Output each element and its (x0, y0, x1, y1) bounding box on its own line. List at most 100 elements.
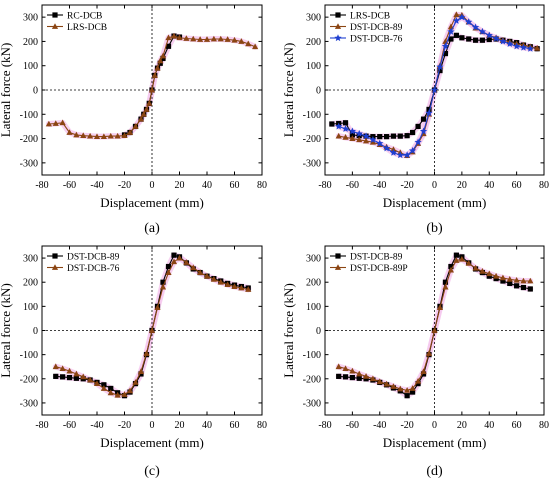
series-2-point (409, 385, 416, 391)
series-2-point (342, 365, 349, 372)
series-3-point (471, 23, 480, 31)
series-1-point (500, 278, 506, 284)
series-3-point (369, 135, 377, 143)
y-axis-title: Lateral force (kN) (0, 283, 13, 378)
x-tick-label: -40 (90, 180, 103, 191)
series-2-point (165, 269, 172, 275)
series-3-point (348, 127, 356, 135)
series-1-point (160, 55, 166, 62)
x-tick-label: 40 (484, 180, 494, 191)
series-2-point (159, 283, 167, 290)
series-3-point (430, 86, 439, 94)
x-axis-title: Displacement (mm) (383, 435, 487, 450)
series-2-point (492, 272, 500, 279)
series-2-point (252, 43, 259, 50)
y-tick-label: -100 (303, 110, 321, 121)
series-3-point (419, 127, 428, 135)
series-2-point (224, 36, 231, 42)
series-2-point (197, 269, 204, 275)
x-tick-label: -80 (318, 180, 331, 191)
series-3-point (506, 40, 514, 47)
series-2-point (165, 34, 172, 41)
series-3-point (478, 27, 487, 35)
series-1-point (442, 50, 449, 57)
legend-marker-2 (51, 23, 59, 29)
x-axis-title: Displacement (mm) (383, 195, 487, 210)
chart-panel-1: -80 -60 -40 -20 0 20 40 60 80-300-200-1000100200… (0, 4, 267, 236)
y-tick-label: -100 (20, 350, 38, 361)
legend-label-2: DST-DCB-76 (67, 264, 120, 274)
series-1-point (342, 374, 349, 380)
y-tick-label: -100 (303, 350, 321, 361)
series-1-point (448, 36, 454, 42)
legend-label-1: LRS-DCB (350, 11, 390, 21)
series-2-point (176, 34, 183, 41)
series-2-point (59, 365, 66, 372)
series-1-point (160, 279, 166, 285)
y-axis-title: Lateral force (kN) (0, 43, 13, 138)
series-1-point (420, 116, 427, 122)
x-tick-label: 20 (175, 420, 185, 431)
x-tick-label: -60 (63, 180, 76, 191)
x-tick-label: -20 (118, 420, 131, 431)
series-3-point (492, 34, 500, 42)
y-tick-label: -300 (303, 398, 321, 409)
series-2-point (369, 375, 377, 382)
series-1-point (404, 133, 410, 139)
y-tick-label: -200 (303, 374, 321, 385)
series-2-point (203, 36, 211, 42)
panel-label: (b) (426, 221, 443, 236)
series-2-point (143, 350, 150, 356)
series-1-point (404, 393, 410, 399)
series-2-point (390, 383, 397, 389)
x-tick-label: 40 (484, 420, 494, 431)
chart-panel-4: -80 -60 -40 -20 0 20 40 60 80-300-200-1000100200… (281, 245, 549, 479)
series-2-point (107, 389, 114, 396)
x-tick-label: -60 (346, 420, 359, 431)
y-tick-label: -200 (303, 134, 321, 145)
series-1-point (73, 375, 79, 381)
series-1-point (349, 374, 355, 381)
y-tick-label: -100 (20, 110, 38, 121)
series-2-point (146, 100, 153, 106)
chart-panel-2: -80 -60 -40 -20 0 20 40 60 80-300-200-1000100200… (281, 4, 549, 236)
series-2-point (183, 259, 190, 265)
series-2-point (170, 32, 178, 39)
series-3-point (414, 138, 422, 146)
series-2-point (157, 57, 164, 64)
series-1-point (138, 371, 144, 377)
series-2-point (210, 276, 217, 282)
x-tick-label: 60 (230, 180, 240, 191)
series-2-point (506, 276, 513, 282)
series-2-point (499, 274, 507, 281)
series-2-point (132, 123, 139, 129)
series-2-point (80, 373, 87, 380)
series-3-point (519, 43, 528, 51)
x-tick-label: 0 (432, 420, 437, 431)
series-1-point (377, 134, 383, 140)
series-3-point (458, 13, 466, 21)
series-2-point (132, 379, 139, 385)
series-2-point (52, 363, 59, 370)
x-tick-label: 20 (457, 420, 467, 431)
series-3-point (447, 27, 455, 35)
series-2-point (151, 72, 158, 78)
series-3-point (499, 37, 507, 45)
x-tick-label: -80 (35, 420, 48, 431)
series-2-point (217, 278, 224, 285)
y-tick-label: 200 (23, 37, 38, 48)
series-1-point (356, 133, 362, 139)
series-1-point (479, 37, 486, 43)
series-2-point (137, 115, 145, 122)
series-1-point (60, 374, 66, 380)
series-2-point (231, 36, 238, 43)
y-tick-label: -300 (20, 158, 38, 169)
series-2-point (126, 129, 134, 135)
series-1-point (165, 263, 172, 270)
x-tick-label: 80 (539, 180, 549, 191)
x-axis-title: Displacement (mm) (100, 195, 204, 210)
legend-marker-1 (335, 12, 341, 18)
y-tick-label: 200 (306, 278, 321, 289)
series-3-point (396, 151, 404, 159)
